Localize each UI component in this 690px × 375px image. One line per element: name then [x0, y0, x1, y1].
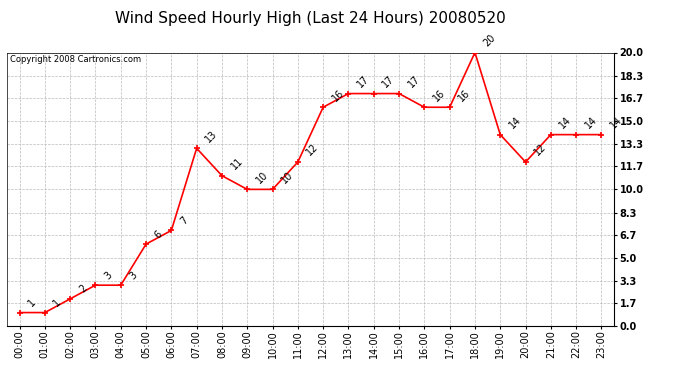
Text: 20: 20	[482, 33, 497, 48]
Text: 13: 13	[204, 128, 219, 144]
Text: 14: 14	[558, 115, 573, 130]
Text: 1: 1	[26, 297, 38, 308]
Text: 16: 16	[330, 87, 346, 103]
Text: 14: 14	[609, 115, 624, 130]
Text: 1: 1	[52, 297, 63, 308]
Text: 3: 3	[102, 270, 114, 281]
Text: 12: 12	[533, 142, 549, 158]
Text: 14: 14	[583, 115, 599, 130]
Text: Copyright 2008 Cartronics.com: Copyright 2008 Cartronics.com	[10, 55, 141, 64]
Text: 11: 11	[229, 156, 245, 171]
Text: 14: 14	[507, 115, 523, 130]
Text: 12: 12	[305, 142, 321, 158]
Text: 6: 6	[153, 228, 164, 240]
Text: 7: 7	[178, 215, 190, 226]
Text: Wind Speed Hourly High (Last 24 Hours) 20080520: Wind Speed Hourly High (Last 24 Hours) 2…	[115, 11, 506, 26]
Text: 2: 2	[77, 283, 88, 295]
Text: 10: 10	[254, 170, 270, 185]
Text: 16: 16	[431, 87, 447, 103]
Text: 17: 17	[355, 74, 371, 89]
Text: 16: 16	[457, 87, 473, 103]
Text: 3: 3	[128, 270, 139, 281]
Text: 17: 17	[406, 74, 422, 89]
Text: 17: 17	[381, 74, 397, 89]
Text: 10: 10	[279, 170, 295, 185]
